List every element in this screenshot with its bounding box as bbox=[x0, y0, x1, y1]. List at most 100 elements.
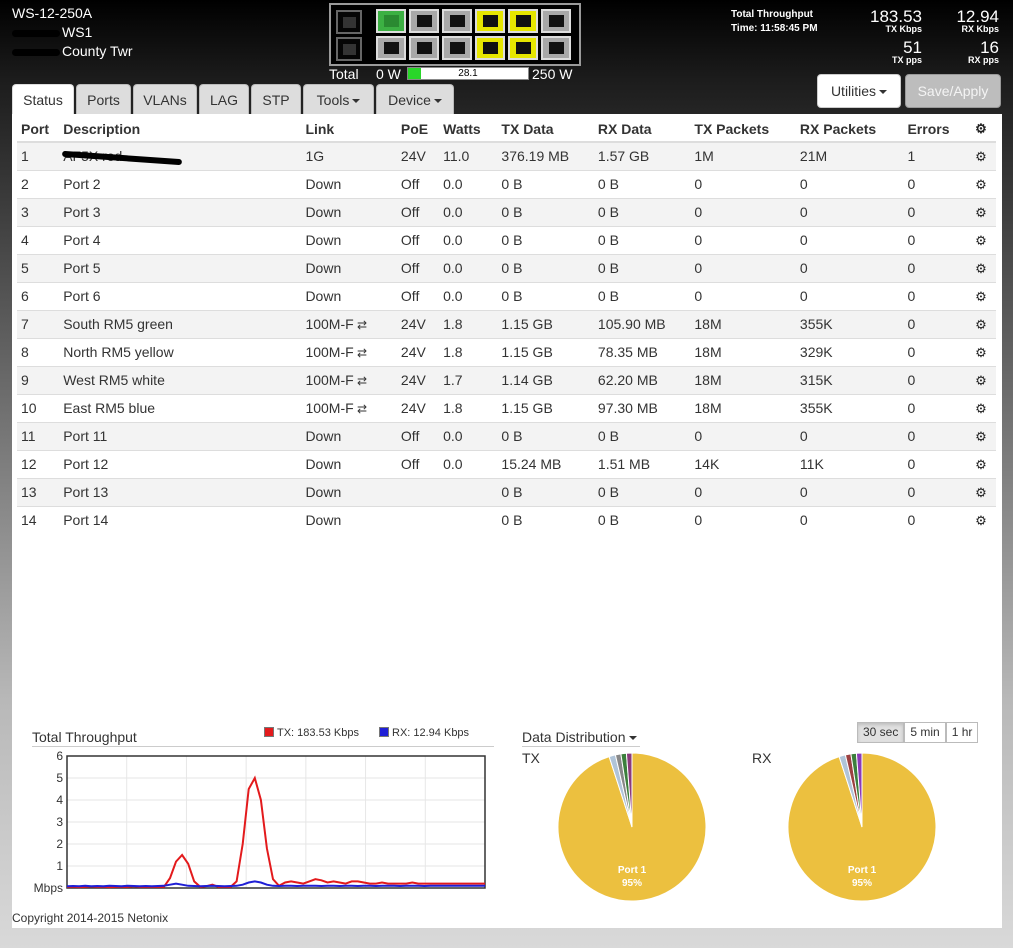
port-settings-button[interactable]: ⚙ bbox=[965, 197, 996, 226]
table-settings-header[interactable]: ⚙ bbox=[965, 116, 996, 143]
rx-packets: 0 bbox=[795, 253, 904, 282]
port-1[interactable] bbox=[376, 9, 406, 33]
tab-vlans[interactable]: VLANs bbox=[133, 84, 197, 115]
port-settings-button[interactable]: ⚙ bbox=[965, 225, 996, 254]
rx-pie-label: RX bbox=[752, 750, 772, 766]
rx-packets: 315K bbox=[795, 365, 904, 394]
port-3[interactable] bbox=[409, 9, 439, 33]
switch-port-panel bbox=[329, 3, 581, 66]
divider bbox=[32, 746, 494, 747]
poe-status: 24V bbox=[396, 393, 440, 422]
port-settings-button[interactable]: ⚙ bbox=[965, 309, 996, 338]
watts-value: 0.0 bbox=[439, 197, 498, 226]
tab-ports[interactable]: Ports bbox=[76, 84, 131, 115]
pie-slice-port-10[interactable] bbox=[625, 752, 633, 828]
port-11[interactable] bbox=[541, 9, 571, 33]
port-settings-button[interactable]: ⚙ bbox=[965, 393, 996, 422]
table-row[interactable]: 7 South RM5 green 100M-F ⇄ 24V 1.8 1.15 GB 105… bbox=[17, 309, 996, 338]
errors-count: 0 bbox=[903, 505, 966, 534]
port-settings-button[interactable]: ⚙ bbox=[965, 337, 996, 366]
save-apply-button[interactable]: Save/Apply bbox=[905, 74, 1001, 108]
legend-rx[interactable]: RX: 12.94 Kbps bbox=[379, 727, 469, 739]
port-2[interactable] bbox=[376, 36, 406, 60]
link-speed: 100M-F bbox=[305, 344, 354, 360]
throughput-line-chart: 1 2 3 4 5 6 Mbps bbox=[34, 749, 486, 895]
port-settings-button[interactable]: ⚙ bbox=[965, 281, 996, 310]
errors-count: 0 bbox=[903, 393, 966, 422]
tab-stp[interactable]: STP bbox=[251, 84, 301, 115]
range-1-hr-button[interactable]: 1 hr bbox=[945, 722, 979, 743]
rx-packets: 11K bbox=[795, 449, 904, 478]
poe-usage-fill bbox=[408, 68, 422, 79]
port-6[interactable] bbox=[442, 36, 472, 60]
sfp-port-13[interactable] bbox=[336, 10, 362, 34]
watts-value: 0.0 bbox=[439, 449, 498, 478]
port-settings-button[interactable]: ⚙ bbox=[965, 141, 996, 170]
tx-data: 15.24 MB bbox=[497, 449, 594, 478]
port-8[interactable] bbox=[475, 36, 505, 60]
table-row[interactable]: 9 West RM5 white 100M-F ⇄ 24V 1.7 1.14 GB 62.2… bbox=[17, 365, 996, 394]
y-tick-label: 1 bbox=[56, 859, 63, 873]
y-tick-label: 4 bbox=[56, 793, 63, 807]
tx-data: 0 B bbox=[497, 281, 594, 310]
rx-packets: 0 bbox=[795, 225, 904, 254]
poe-status bbox=[396, 505, 440, 534]
pie-slice-percent: 95% bbox=[852, 878, 872, 889]
table-row[interactable]: 10 East RM5 blue 100M-F ⇄ 24V 1.8 1.15 GB 97.3… bbox=[17, 393, 996, 422]
poe-usage-bar: 28.1 bbox=[407, 67, 529, 80]
throughput-title: Total Throughput bbox=[731, 9, 814, 20]
watts-value: 0.0 bbox=[439, 281, 498, 310]
link-status: Down bbox=[301, 169, 397, 198]
tab-lag[interactable]: LAG bbox=[199, 84, 249, 115]
port-settings-button[interactable]: ⚙ bbox=[965, 253, 996, 282]
table-row[interactable]: 8 North RM5 yellow 100M-F ⇄ 24V 1.8 1.15 GB 78… bbox=[17, 337, 996, 366]
port-settings-button[interactable]: ⚙ bbox=[965, 169, 996, 198]
port-5[interactable] bbox=[442, 9, 472, 33]
range-30-sec-button[interactable]: 30 sec bbox=[857, 722, 905, 743]
port-settings-button[interactable]: ⚙ bbox=[965, 505, 996, 534]
range-5-min-button[interactable]: 5 min bbox=[904, 722, 946, 743]
tx-pie-label: TX bbox=[522, 750, 540, 766]
port-number: 2 bbox=[17, 169, 60, 198]
port-settings-button[interactable]: ⚙ bbox=[965, 449, 996, 478]
utilities-button[interactable]: Utilities bbox=[817, 74, 901, 108]
tab-status[interactable]: Status bbox=[12, 84, 74, 115]
port-settings-button[interactable]: ⚙ bbox=[965, 365, 996, 394]
gear-icon: ⚙ bbox=[975, 512, 987, 528]
tab-device[interactable]: Device bbox=[376, 84, 454, 115]
port-4[interactable] bbox=[409, 36, 439, 60]
rx-data: 105.90 MB bbox=[593, 309, 691, 338]
data-distribution-dropdown[interactable]: Data Distribution bbox=[522, 729, 637, 745]
throughput-graph-title: Total Throughput bbox=[32, 729, 137, 745]
redaction-mark bbox=[12, 48, 60, 56]
tab-tools[interactable]: Tools bbox=[303, 84, 374, 115]
full-duplex-icon: ⇄ bbox=[353, 318, 368, 332]
col-rx-packets: RX Packets bbox=[795, 116, 904, 143]
port-12[interactable] bbox=[541, 36, 571, 60]
port-7[interactable] bbox=[475, 9, 505, 33]
legend-tx[interactable]: TX: 183.53 Kbps bbox=[264, 727, 359, 739]
port-settings-button[interactable]: ⚙ bbox=[965, 421, 996, 450]
copyright-text: Copyright 2014-2015 Netonix bbox=[12, 911, 169, 925]
poe-status: Off bbox=[396, 281, 440, 310]
sfp-port-14[interactable] bbox=[336, 37, 362, 61]
poe-max-label: 250 W bbox=[532, 66, 573, 82]
tx-packets: 1M bbox=[690, 141, 796, 170]
table-row[interactable]: 12 Port 12 Down Off 0.0 15.24 MB 1.51 MB 14K 11K… bbox=[17, 449, 996, 478]
poe-status: 24V bbox=[396, 309, 440, 338]
pie-slice-port-10[interactable] bbox=[855, 752, 863, 828]
gear-icon: ⚙ bbox=[975, 400, 987, 416]
port-settings-button[interactable]: ⚙ bbox=[965, 477, 996, 506]
port-10[interactable] bbox=[508, 36, 538, 60]
gear-icon: ⚙ bbox=[975, 288, 987, 304]
port-9[interactable] bbox=[508, 9, 538, 33]
